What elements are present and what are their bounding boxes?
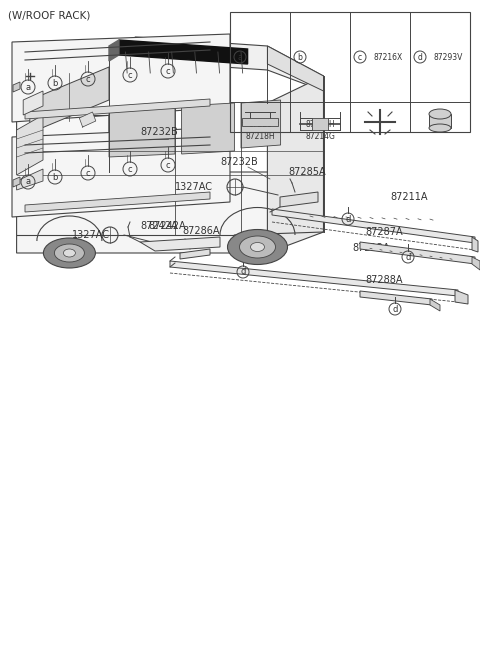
Polygon shape	[17, 115, 43, 175]
Polygon shape	[25, 192, 210, 212]
Text: 87287A: 87287A	[365, 227, 403, 237]
Text: b: b	[52, 78, 58, 87]
Ellipse shape	[54, 244, 84, 262]
Polygon shape	[17, 172, 324, 253]
Text: 87211A: 87211A	[390, 192, 428, 202]
Polygon shape	[430, 299, 440, 311]
Polygon shape	[109, 37, 324, 91]
Polygon shape	[180, 249, 210, 259]
Polygon shape	[23, 91, 43, 115]
Polygon shape	[267, 46, 324, 91]
Polygon shape	[17, 61, 109, 193]
Text: a: a	[238, 53, 242, 62]
Polygon shape	[12, 34, 230, 122]
Text: d: d	[392, 304, 398, 313]
Text: c: c	[128, 70, 132, 79]
Polygon shape	[472, 257, 480, 270]
Polygon shape	[455, 290, 468, 304]
Text: 87288A: 87288A	[365, 275, 403, 285]
Text: 87232B: 87232B	[220, 157, 258, 167]
Polygon shape	[119, 40, 248, 64]
Text: (W/ROOF RACK): (W/ROOF RACK)	[8, 10, 90, 20]
Polygon shape	[267, 76, 324, 253]
Text: d: d	[418, 53, 422, 62]
Ellipse shape	[251, 242, 264, 252]
Polygon shape	[472, 237, 478, 252]
Text: c: c	[86, 168, 90, 177]
Polygon shape	[109, 40, 119, 61]
Text: b: b	[52, 173, 58, 181]
Polygon shape	[17, 169, 43, 190]
Text: a: a	[25, 177, 31, 187]
Polygon shape	[140, 237, 220, 251]
Polygon shape	[272, 209, 475, 243]
Polygon shape	[360, 291, 432, 305]
Polygon shape	[312, 118, 328, 130]
Polygon shape	[30, 67, 109, 133]
Text: 87242A: 87242A	[140, 221, 178, 231]
Polygon shape	[13, 177, 20, 187]
Text: 87232B: 87232B	[140, 127, 178, 137]
Text: a: a	[25, 83, 31, 91]
Text: c: c	[358, 53, 362, 62]
Ellipse shape	[43, 238, 96, 268]
Text: c: c	[166, 66, 170, 76]
Polygon shape	[25, 99, 210, 119]
Polygon shape	[12, 127, 230, 217]
Polygon shape	[429, 114, 451, 128]
Text: 1327AC: 1327AC	[72, 230, 110, 240]
Polygon shape	[13, 82, 20, 92]
Polygon shape	[280, 192, 318, 207]
Text: c: c	[128, 164, 132, 173]
Polygon shape	[17, 61, 135, 109]
Polygon shape	[241, 100, 281, 148]
Polygon shape	[79, 112, 96, 127]
Text: 87242A: 87242A	[148, 221, 186, 231]
Ellipse shape	[429, 124, 451, 132]
Text: 1327AC: 1327AC	[175, 182, 213, 192]
Polygon shape	[242, 118, 278, 126]
Text: d: d	[345, 214, 351, 223]
Polygon shape	[109, 106, 175, 157]
Ellipse shape	[429, 109, 451, 119]
Ellipse shape	[240, 236, 276, 258]
Text: c: c	[166, 160, 170, 170]
Text: 87216X: 87216X	[374, 53, 403, 62]
Text: d: d	[240, 267, 246, 277]
Text: 87228
87218H: 87228 87218H	[245, 120, 275, 141]
Text: d: d	[405, 252, 411, 261]
Text: b: b	[298, 53, 302, 62]
Ellipse shape	[228, 229, 288, 265]
Text: 87285A: 87285A	[288, 167, 325, 177]
Ellipse shape	[63, 249, 75, 257]
Text: 87293V: 87293V	[434, 53, 463, 62]
Polygon shape	[181, 103, 234, 154]
Text: 87212A: 87212A	[352, 243, 390, 253]
Text: c: c	[86, 74, 90, 83]
Text: 87214H
87214G: 87214H 87214G	[305, 120, 335, 141]
Text: 87286A: 87286A	[182, 226, 219, 236]
Polygon shape	[170, 261, 458, 296]
Polygon shape	[360, 242, 475, 264]
